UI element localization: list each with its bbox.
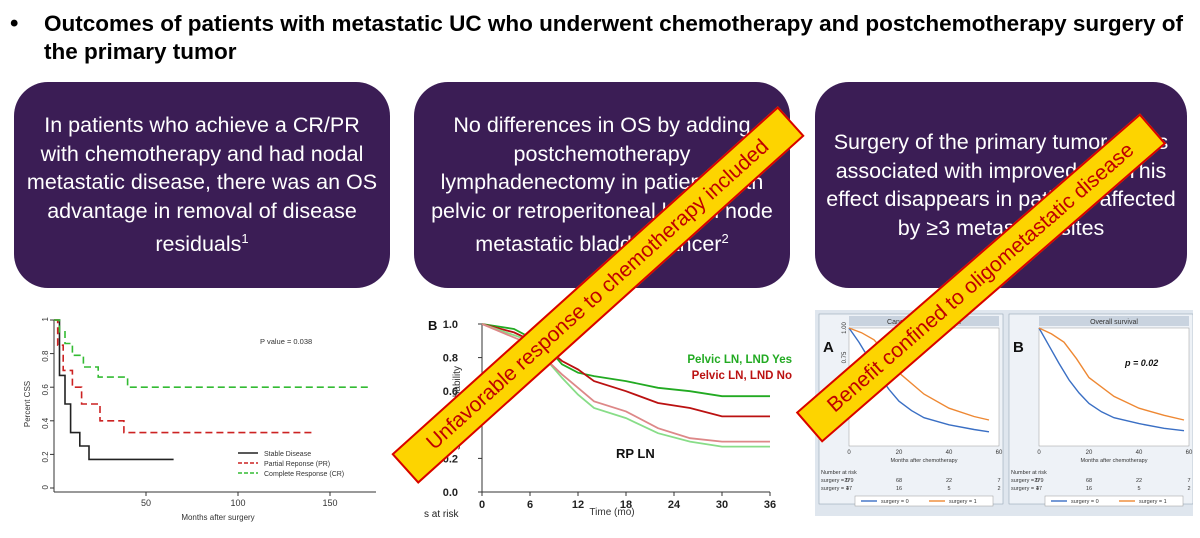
y-tick-label: 1 [41, 316, 50, 321]
x-tick-label: 20 [896, 450, 903, 456]
legend-label-1: Stable Disease [264, 451, 311, 458]
legend-box [854, 495, 994, 507]
finding-text-1: In patients who achieve a CR/PR with che… [26, 113, 378, 257]
risk-value: 22 [946, 478, 952, 484]
series-line-1 [54, 319, 174, 461]
legend-label-1: surgery = 0 [1071, 499, 1099, 505]
slide-title: • Outcomes of patients with metastatic U… [0, 4, 1200, 64]
p-value-label: p = 0.02 [1124, 358, 1158, 368]
risk-value: 7 [1187, 478, 1190, 484]
rp-ln-label: RP LN [616, 446, 655, 461]
plot-area [1038, 327, 1190, 447]
legend-label-2: surgery = 1 [949, 499, 977, 505]
risk-value: 279 [844, 478, 853, 484]
y-tick-label: 0.8 [443, 353, 458, 365]
title-bullet: • [10, 10, 19, 37]
risk-row-label: surgery = 1 [1011, 486, 1039, 492]
x-tick-label: 18 [620, 499, 632, 511]
y-tick-label: 0.6 [41, 384, 50, 396]
risk-value: 5 [947, 486, 950, 492]
finding-text-3: Surgery of the primary tumor site is ass… [826, 130, 1176, 240]
p-value-label: P value = 0.038 [260, 337, 312, 346]
y-tick-label: 1.00 [842, 322, 848, 334]
y-tick-label: 0.4 [41, 417, 50, 429]
x-tick-label: 40 [1136, 450, 1143, 456]
risk-header: Number at risk [821, 470, 857, 476]
x-tick-label: 20 [1086, 450, 1093, 456]
x-tick-label: 100 [230, 498, 245, 508]
risk-value: 2 [1187, 486, 1190, 492]
y-tick-label: 0.75 [842, 351, 848, 363]
risk-value: 279 [1034, 478, 1043, 484]
surgery-survival-charts: Cancer-specific survivalA0.250.500.751.0… [815, 310, 1193, 516]
panel-label: B [428, 318, 437, 333]
risk-header: Number at risk [1011, 470, 1047, 476]
panel-label: A [823, 339, 834, 356]
panel-title: Overall survival [1090, 319, 1138, 326]
x-tick-label: 0 [847, 450, 851, 456]
x-tick-label: 150 [322, 498, 337, 508]
series-line-2 [54, 319, 312, 434]
risk-value: 68 [896, 478, 902, 484]
risk-value: 5 [1137, 486, 1140, 492]
y-tick-label: 0.0 [443, 487, 458, 499]
x-tick-label: 60 [996, 450, 1003, 456]
slide-title-text: Outcomes of patients with metastatic UC … [44, 11, 1183, 64]
risk-value: 16 [1086, 486, 1092, 492]
x-tick-label: 12 [572, 499, 584, 511]
panel-title-bar [1039, 316, 1189, 326]
risk-value: 7 [997, 478, 1000, 484]
y-axis-label: Percent CSS [23, 381, 32, 427]
finding-box-1: In patients who achieve a CR/PR with che… [14, 82, 390, 288]
legend-label-3: Complete Response (CR) [264, 471, 344, 478]
x-tick-label: 60 [1186, 450, 1193, 456]
x-tick-label: 24 [668, 499, 681, 511]
x-tick-label: 50 [141, 498, 151, 508]
x-tick-label: 30 [716, 499, 728, 511]
x-tick-label: 0 [479, 499, 485, 511]
y-tick-label: 0.6 [443, 386, 458, 398]
risk-value: 16 [896, 486, 902, 492]
legend-label-2: Pelvic LN, LND No [692, 370, 792, 382]
finding-ref-1: 1 [241, 231, 249, 247]
y-tick-label: 1.0 [443, 319, 458, 331]
x-axis-label: Time (mo) [589, 507, 634, 518]
risk-value: 47 [1036, 486, 1042, 492]
legend-label-2: surgery = 1 [1139, 499, 1167, 505]
x-axis-label: Months after chemotherapy [1081, 458, 1148, 464]
legend-label-1: Pelvic LN, LND Yes [687, 354, 792, 366]
legend-box [1044, 495, 1184, 507]
x-tick-label: 40 [946, 450, 953, 456]
risk-value: 68 [1086, 478, 1092, 484]
panel-label: B [1013, 339, 1024, 356]
legend-label-1: surgery = 0 [881, 499, 909, 505]
series-line-1 [1038, 327, 1185, 432]
x-tick-label: 36 [764, 499, 776, 511]
y-tick-label: 0 [41, 484, 50, 489]
x-axis-label: Months after surgery [181, 513, 254, 522]
finding-ref-2: 2 [721, 231, 729, 247]
risk-row-label: surgery = 1 [821, 486, 849, 492]
series-line-3 [54, 319, 371, 388]
legend-label-2: Partial Reponse (PR) [264, 461, 330, 468]
risk-value: 47 [846, 486, 852, 492]
series-line-2 [1038, 327, 1185, 421]
x-tick-label: 0 [1037, 450, 1041, 456]
y-tick-label: 0.2 [41, 451, 50, 463]
risk-value: 22 [1136, 478, 1142, 484]
risk-value: 2 [997, 486, 1000, 492]
risk-row-label: surgery = 0 [1011, 478, 1039, 484]
y-tick-label: 0.8 [41, 350, 50, 362]
risk-row-label: surgery = 0 [821, 478, 849, 484]
risk-label: s at risk [424, 509, 459, 520]
x-axis-label: Months after chemotherapy [891, 458, 958, 464]
x-tick-label: 6 [527, 499, 533, 511]
